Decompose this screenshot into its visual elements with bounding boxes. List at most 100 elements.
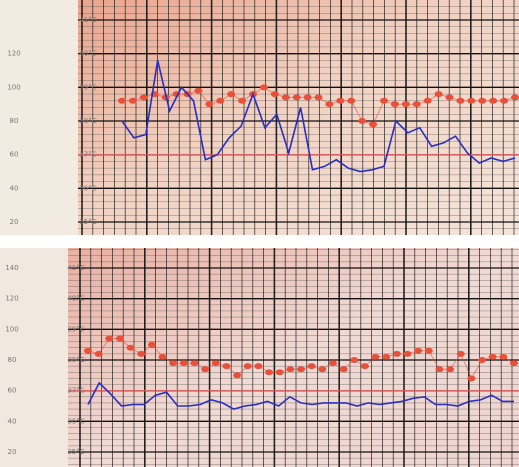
data-point [314,94,323,101]
data-point [222,363,231,370]
y2-tick-label: 41°C [79,16,96,24]
data-point [147,341,156,348]
data-point [446,366,455,373]
data-point [401,101,410,108]
y-tick-label: 60 [8,387,17,395]
y-tick-label: 60 [10,151,19,159]
data-point [94,350,103,357]
data-point [194,87,203,94]
data-point [336,97,345,104]
data-point [382,353,391,360]
data-point [358,118,367,124]
y2-tick-label: 39°C [79,83,96,91]
data-point [201,366,210,373]
plot-background [68,248,519,467]
data-point [339,366,348,373]
data-point [414,347,423,354]
data-point [126,344,135,351]
data-point [510,360,518,367]
data-point [137,350,146,357]
data-point [275,369,284,376]
series-line [87,381,514,410]
data-point [227,91,236,98]
data-point [281,94,290,101]
y2-tick-label: 39°C [67,325,84,333]
data-point [412,101,421,108]
data-point [403,350,412,357]
y2-tick-label: 36°C [79,184,96,192]
y-tick-label: 80 [10,117,19,125]
data-point [259,84,268,91]
data-point [434,91,443,98]
data-point [292,94,301,101]
data-point [360,363,369,370]
data-point [511,94,519,101]
y2-tick-label: 35°C [79,218,96,226]
data-point [243,363,252,370]
data-point [205,101,214,108]
data-point [489,97,498,104]
data-point [369,121,378,128]
chart-panel: 20 40 60 80 100 120 140 35°C 36°C 37°C 38°C 39°C 40°… [5,248,519,467]
y2-tick-label: 38°C [67,356,84,364]
y2-tick-label: 36°C [67,417,84,425]
y-tick-label: 40 [8,417,17,425]
data-point [254,363,263,370]
data-point [158,353,167,360]
data-point [303,94,312,101]
data-point [328,360,337,367]
data-point [478,97,487,104]
data-point [325,101,334,108]
data-point [216,97,225,104]
data-point [190,360,199,367]
data-point [238,97,247,104]
data-point [500,97,509,104]
data-point [265,369,274,376]
data-point [392,350,401,357]
data-point [456,350,465,357]
data-point [499,353,508,360]
y-tick-label: 40 [10,184,19,192]
data-point [286,366,295,373]
y2-tick-label: 40°C [79,50,96,58]
y2-tick-label: 35°C [67,448,84,456]
data-point [467,97,476,104]
y-tick-label: 140 [5,264,18,272]
data-point [115,335,124,342]
data-point [270,91,279,98]
data-point [435,366,444,373]
data-point [84,347,92,354]
y-tick-label: 120 [5,295,18,303]
y-tick-label: 20 [10,218,19,226]
data-point [445,94,454,101]
y2-tick-label: 37°C [79,151,96,159]
data-point [456,97,465,104]
data-point [118,97,126,104]
data-point [179,360,188,367]
data-point [390,101,399,108]
data-point [423,97,432,104]
y2-tick-label: 37°C [67,387,84,395]
data-point [128,97,137,104]
data-point [233,372,242,379]
data-point [347,97,356,104]
data-point [350,357,359,363]
y-tick-label: 100 [5,325,18,333]
y-tick-label: 80 [8,356,17,364]
data-point [105,335,114,342]
data-point [424,347,433,354]
data-point [371,353,380,360]
data-point [297,366,305,373]
data-point [478,357,487,363]
data-point [307,363,316,370]
y2-tick-label: 41°C [67,264,84,272]
data-point [318,366,327,373]
y2-tick-label: 38°C [79,117,96,125]
data-point [211,360,220,367]
data-point [380,97,388,104]
y2-tick-label: 40°C [67,295,84,303]
data-point [467,375,476,382]
y-tick-label: 20 [8,448,17,456]
series-line [121,60,516,173]
